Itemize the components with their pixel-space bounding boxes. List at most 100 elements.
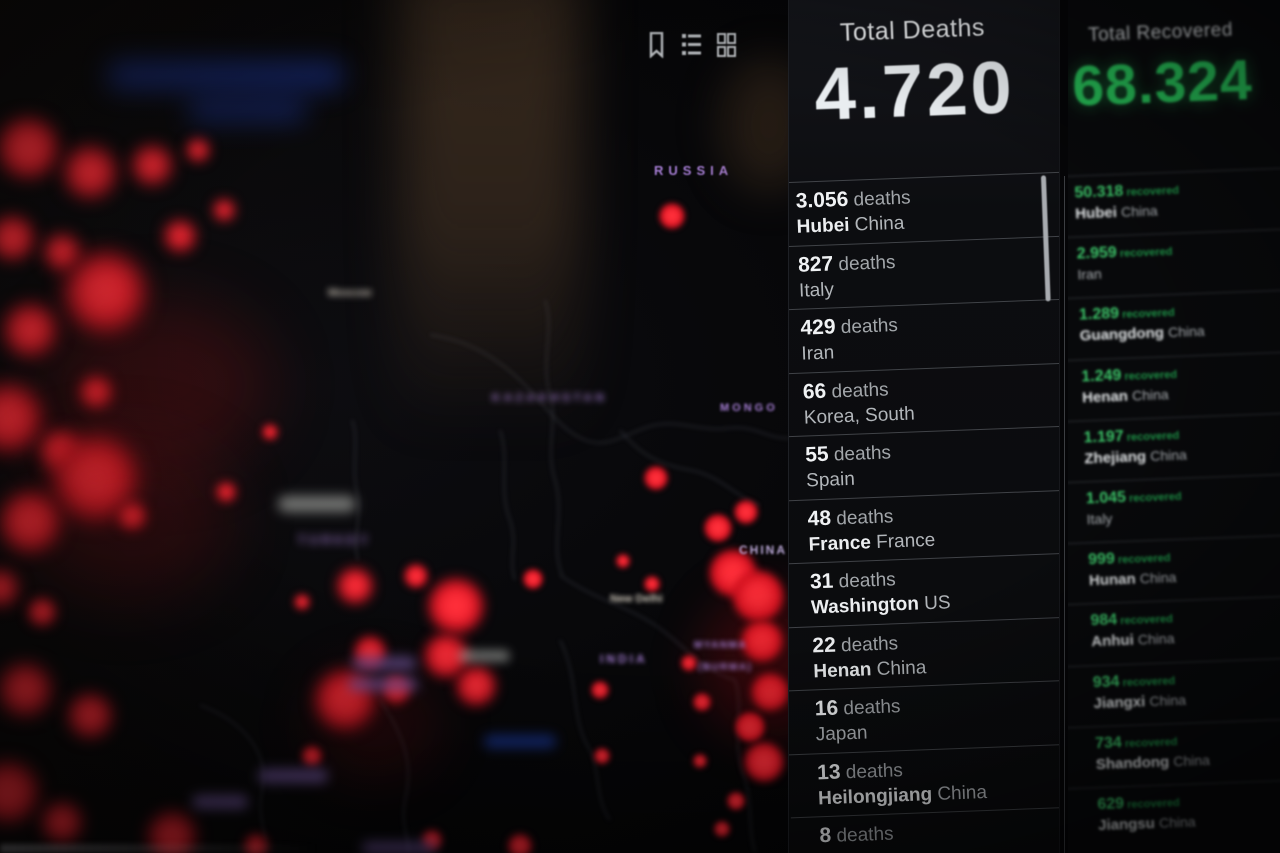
region-name: Hubei [796, 214, 856, 238]
region-name: Hunan [1088, 570, 1141, 590]
region-name: Anhui [1090, 631, 1139, 651]
stat-unit-label: recovered [1123, 429, 1180, 444]
stat-unit-label: deaths [837, 696, 901, 720]
map-label-india: INDIA [600, 652, 648, 666]
country-name: China [936, 781, 988, 805]
country-name: France [875, 529, 936, 553]
country-name: China [1137, 630, 1175, 648]
country-name: China [1149, 691, 1187, 709]
grid-icon[interactable] [716, 30, 736, 60]
stat-value: 13 [816, 759, 841, 784]
list-item[interactable]: 48 deaths France France [789, 488, 1059, 564]
stat-value: 3.056 [795, 187, 849, 213]
stat-value: 1.045 [1085, 488, 1127, 508]
list-item[interactable]: 827 deaths Italy [789, 234, 1059, 310]
blurred-map-label [108, 60, 343, 90]
outbreak-dot [704, 514, 732, 542]
region-name: Washington [810, 593, 925, 619]
outbreak-dot [164, 220, 196, 252]
stat-value: 50.318 [1074, 182, 1124, 202]
list-item[interactable]: 734 recovered Shandong China [1068, 717, 1280, 789]
outbreak-dot [64, 146, 116, 198]
deaths-panel: Total Deaths 4.720 3.056 deaths Hubei Chi… [788, 0, 1060, 853]
recovered-panel: Total Recovered 68.324 50.318 recovered H… [1068, 0, 1280, 853]
outbreak-dot [523, 569, 543, 589]
list-item[interactable]: 50.318 recovered Hubei China [1068, 167, 1280, 238]
list-item[interactable]: 984 recovered Anhui China [1068, 595, 1280, 666]
stat-unit-label: deaths [825, 378, 889, 403]
outbreak-dot [714, 821, 730, 837]
country-name: Iran [1077, 265, 1102, 283]
list-item[interactable]: 429 deaths Iran [789, 298, 1059, 374]
list-item[interactable]: 13 deaths Heilongjiang China [789, 742, 1059, 818]
list-item[interactable]: 22 deaths Henan China [789, 615, 1059, 691]
outbreak-dot [337, 568, 373, 604]
list-item[interactable]: 934 recovered Jiangxi China [1068, 656, 1280, 728]
region-name: Henan [812, 658, 878, 682]
stat-value: 827 [797, 251, 834, 277]
map-label-myanma: MYANMA [694, 640, 748, 651]
stat-unit-label: deaths [835, 632, 899, 657]
region-name: Shandong [1095, 752, 1174, 773]
outbreak-dot [404, 564, 428, 588]
list-item[interactable]: 1.197 recovered Zhejiang China [1068, 412, 1280, 483]
blurred-map-label [362, 842, 436, 853]
blurred-map-label [458, 650, 510, 662]
list-item[interactable]: 31 deaths Washington US [789, 552, 1059, 628]
list-item[interactable]: 3.056 deaths Hubei China [789, 171, 1059, 247]
blurred-map-label [192, 795, 248, 809]
stat-unit-label: deaths [830, 505, 894, 530]
world-map[interactable]: RUSSIA KAZAKHSTAN MONGO CHINA TURKEY INDIA MYA… [0, 0, 840, 853]
stat-unit-label: recovered [1116, 246, 1173, 261]
stat-value: 16 [814, 696, 839, 721]
list-item[interactable]: 999 recovered Hunan China [1068, 534, 1280, 605]
stat-unit-label: deaths [835, 315, 899, 339]
outbreak-dot [428, 578, 484, 634]
country-name: China [1131, 385, 1169, 404]
list-item[interactable]: 1.249 recovered Henan China [1068, 351, 1280, 422]
outbreak-dot [186, 138, 210, 162]
blurred-map-label [484, 735, 556, 748]
outbreak-haze [20, 440, 230, 600]
country-name: China [1158, 813, 1196, 831]
stat-value: 1.197 [1083, 427, 1124, 447]
outbreak-dot [644, 576, 660, 592]
outbreak-dot [681, 655, 697, 671]
list-item[interactable]: 629 recovered Jiangsu China [1068, 779, 1280, 850]
map-toolbar [646, 30, 736, 60]
stat-unit-label: recovered [1121, 735, 1178, 750]
outbreak-dot [132, 145, 172, 185]
list-item[interactable]: 1.289 recovered Guangdong China [1068, 289, 1280, 361]
stat-unit-label: deaths [830, 823, 894, 847]
list-item[interactable]: 16 deaths Japan [789, 679, 1059, 754]
country-name: China [1173, 751, 1211, 769]
country-name: China [1139, 569, 1177, 587]
region-name: Zhejiang [1084, 447, 1151, 468]
list-icon[interactable] [681, 30, 701, 60]
map-label-russia: RUSSIA [654, 163, 734, 178]
list-item[interactable]: 55 deaths Spain [789, 425, 1059, 501]
outbreak-dot [28, 598, 56, 626]
bookmark-icon[interactable] [646, 30, 666, 60]
outbreak-dot [594, 748, 610, 764]
panel-divider [1064, 176, 1065, 853]
country-name: Italy [1086, 510, 1113, 528]
list-item[interactable]: 2.959 recovered Iran [1068, 228, 1280, 300]
stat-unit-label: deaths [840, 759, 904, 783]
outbreak-dot [456, 666, 496, 706]
country-name: China [876, 656, 927, 680]
stat-value: 8 [819, 823, 832, 848]
stat-unit-label: recovered [1121, 368, 1178, 383]
country-name: China [1149, 446, 1188, 464]
region-name: Jiangsu [1097, 814, 1160, 835]
list-item[interactable]: 1.045 recovered Italy [1068, 473, 1280, 544]
list-item[interactable]: 66 deaths Korea, South [789, 361, 1059, 437]
stat-unit-label: recovered [1125, 490, 1182, 505]
region-name: Henan [1081, 387, 1133, 407]
total-recovered-value: 68.324 [1071, 47, 1254, 119]
stat-value: 66 [802, 379, 827, 404]
stat-unit-label: recovered [1118, 307, 1175, 322]
stat-unit-label: deaths [828, 442, 892, 466]
stat-value: 629 [1097, 795, 1125, 814]
